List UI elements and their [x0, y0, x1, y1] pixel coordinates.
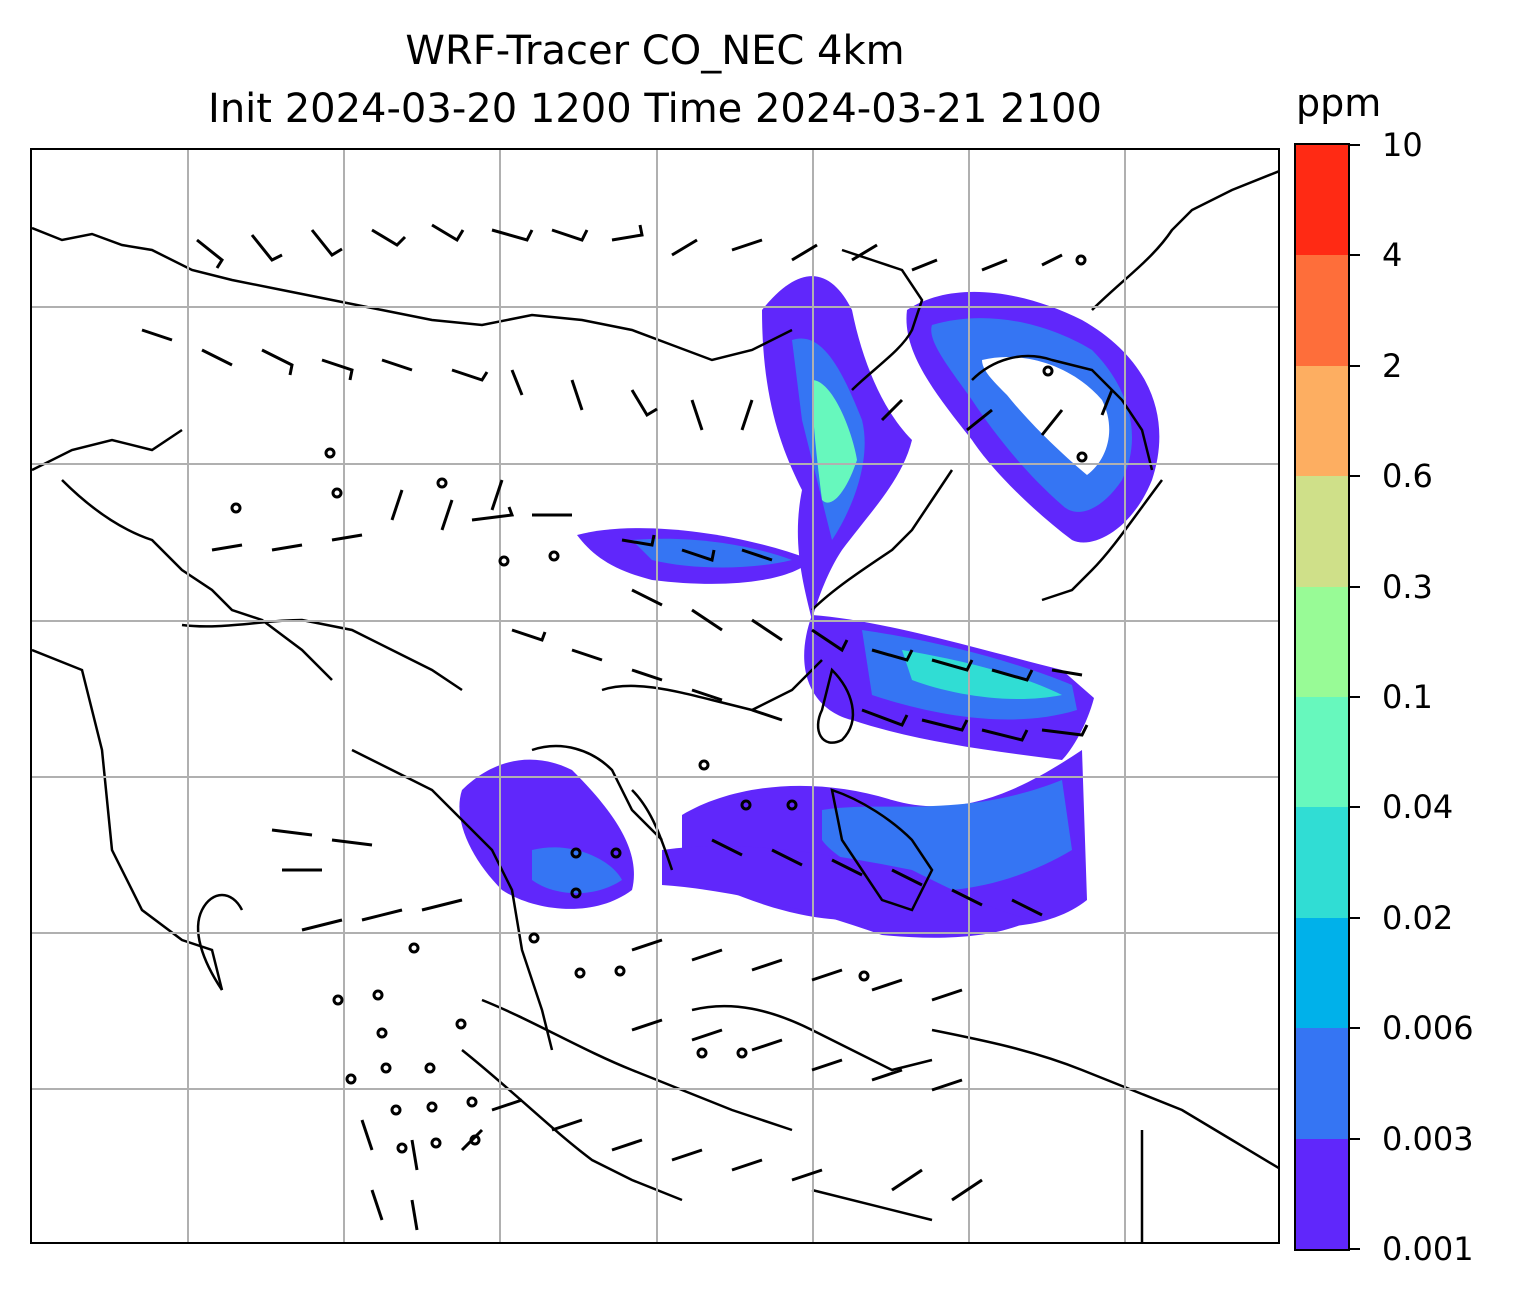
colorbar-tick-label: 0.3: [1382, 567, 1433, 606]
map-canvas: [32, 150, 1278, 1242]
colorbar-tick-label: 4: [1382, 236, 1403, 275]
plume-north-core: [812, 380, 857, 503]
colorbar-tick: [1350, 475, 1360, 478]
colorbar-tick-label: 0.003: [1382, 1119, 1474, 1158]
colorbar-tick-label: 2: [1382, 346, 1403, 385]
map-panel: [30, 148, 1280, 1244]
colorbar-tick-label: 0.6: [1382, 457, 1433, 496]
colorbar-segment: [1296, 476, 1348, 587]
colorbar-tick: [1350, 696, 1360, 698]
gridlines: [32, 150, 1278, 1242]
colorbar-tick: [1350, 806, 1360, 809]
colorbar-tick-label: 0.006: [1382, 1009, 1474, 1048]
plume-lower-band: [662, 846, 1032, 938]
colorbar-tick: [1350, 1027, 1360, 1030]
colorbar-tick-label: 0.001: [1382, 1230, 1474, 1268]
plot-subtitle: Init 2024-03-20 1200 Time 2024-03-21 210…: [208, 86, 1102, 132]
coastlines: [32, 170, 1278, 1242]
colorbar-tick: [1350, 585, 1360, 588]
colorbar-tick: [1350, 364, 1360, 367]
colorbar-segment: [1296, 917, 1348, 1029]
colorbar-segment: [1296, 697, 1348, 808]
colorbar-tick: [1350, 254, 1360, 257]
colorbar-tick-label: 0.02: [1382, 898, 1454, 937]
colorbar-segment: [1296, 807, 1348, 918]
colorbar-tick-label: 0.04: [1382, 788, 1454, 827]
colorbar-tick: [1350, 144, 1360, 146]
plot-title: WRF-Tracer CO_NEC 4km: [405, 28, 905, 74]
colorbar-segment: [1296, 586, 1348, 698]
colorbar-tick: [1350, 1137, 1360, 1140]
colorbar-tick: [1350, 916, 1360, 919]
colorbar-segment: [1296, 1138, 1348, 1250]
colorbar-tick-label: 0.1: [1382, 678, 1433, 716]
plume-band-south-inner: [822, 780, 1072, 891]
plume-south-sea-inner: [532, 847, 622, 894]
colorbar-tick: [1350, 1248, 1360, 1250]
colorbar: [1294, 143, 1350, 1251]
colorbar-tick-label: 10: [1382, 126, 1423, 164]
plume-ring-hole: [982, 356, 1110, 475]
wind-barbs: [141, 223, 1114, 1231]
tracer-plume: [459, 276, 1160, 938]
colorbar-unit-label: ppm: [1296, 81, 1382, 125]
colorbar-segment: [1296, 255, 1348, 366]
colorbar-segment: [1296, 1028, 1348, 1139]
colorbar-segment: [1296, 145, 1348, 256]
colorbar-segment: [1296, 365, 1348, 477]
calm-wind-markers: [230, 254, 1088, 1154]
